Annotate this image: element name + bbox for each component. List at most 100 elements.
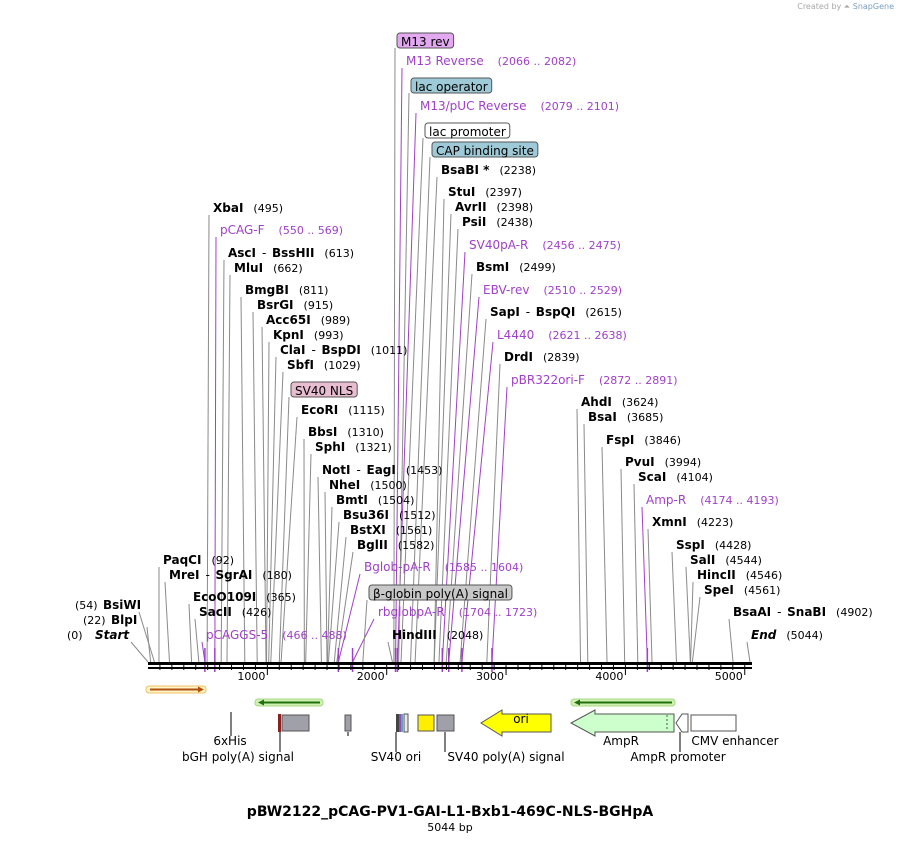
enzyme-site-hincii[interactable]: HincII (4546) [697, 568, 782, 582]
enzyme-position: (1561) [396, 524, 433, 537]
label-connector [138, 611, 155, 663]
enzyme-site-bsrgi[interactable]: BsrGI (915) [257, 298, 333, 312]
feature-tag-cap-binding-site[interactable]: CAP binding site [431, 141, 539, 158]
primer-m13-reverse[interactable]: M13 Reverse (2066 .. 2082) [406, 54, 576, 68]
enzyme-site-scai[interactable]: ScaI (4104) [638, 470, 713, 484]
enzyme-site-pvui[interactable]: PvuI (3994) [625, 455, 701, 469]
enzyme-site-bmgbi[interactable]: BmgBI (811) [245, 283, 328, 297]
enzyme-site-psii[interactable]: PsiI (2438) [462, 215, 533, 229]
enzyme-site-nhei[interactable]: NheI (1500) [329, 478, 407, 492]
label-connector [398, 92, 410, 663]
enzyme-site-end[interactable]: End (5044) [751, 628, 823, 642]
green-reverse-arrow-left[interactable] [254, 698, 324, 707]
primer-rbglobpa-r[interactable]: rbglobpA-R (1704 .. 1723) [378, 605, 537, 619]
ampr-promoter-feature[interactable] [675, 713, 689, 733]
lac-region-features[interactable] [396, 713, 409, 733]
enzyme-site-avrii[interactable]: AvrII (2398) [455, 200, 533, 214]
enzyme-site-paqci[interactable]: PaqCI (92) [163, 553, 234, 567]
enzyme-site-start[interactable]: (0) Start [67, 628, 130, 642]
primer-bglob-pa-r[interactable]: Bglob-pA-R (1585 .. 1604) [364, 560, 523, 574]
enzyme-site-bsmi[interactable]: BsmI (2499) [476, 260, 556, 274]
enzyme-name: XbaI [213, 201, 243, 215]
feature-tag-lac-promoter[interactable]: lac promoter [424, 122, 511, 139]
enzyme-site-mrei[interactable]: MreI - SgrAI (180) [169, 568, 292, 582]
green-reverse-arrow-right[interactable] [570, 698, 676, 707]
enzyme-site-drdi[interactable]: DrdI (2839) [504, 350, 580, 364]
primer-amp-r[interactable]: Amp-R (4174 .. 4193) [646, 493, 779, 507]
primer-name: rbglobpA-R [378, 605, 445, 619]
enzyme-site-bstxi[interactable]: BstXI (1561) [350, 523, 432, 537]
enzyme-site-hindiii[interactable]: HindIII (2048) [392, 628, 483, 642]
enzyme-position: (495) [253, 202, 283, 215]
label-connector [746, 641, 751, 663]
enzyme-site-bsai[interactable]: BsaI (3685) [588, 410, 663, 424]
primer-ebv-rev[interactable]: EBV-rev (2510 .. 2529) [483, 283, 622, 297]
primer-pbr322ori-f[interactable]: pBR322ori-F (2872 .. 2891) [511, 373, 678, 387]
label-connector [305, 453, 312, 663]
primer-pcag-f[interactable]: pCAG-F (550 .. 569) [220, 223, 343, 237]
enzyme-site-ahdi[interactable]: AhdI (3624) [581, 395, 658, 409]
enzyme-position: (180) [262, 569, 292, 582]
enzyme-site-bsiwi[interactable]: (54) BsiWI [75, 598, 141, 612]
enzyme-site-bbsi[interactable]: BbsI (1310) [308, 425, 384, 439]
enzyme-site-asci[interactable]: AscI - BssHII (613) [228, 246, 354, 260]
small-gray-feature[interactable] [344, 714, 352, 732]
enzyme-name: BsrGI [257, 298, 294, 312]
enzyme-position: (993) [314, 329, 344, 342]
enzyme-site-bsaai[interactable]: BsaAI - SnaBI (4902) [733, 605, 873, 619]
enzyme-site-fspi[interactable]: FspI (3846) [606, 433, 681, 447]
enzyme-site-bsu36i[interactable]: Bsu36I (1512) [343, 508, 436, 522]
enzyme-site-ecori[interactable]: EcoRI (1115) [301, 403, 385, 417]
enzyme-site-noti[interactable]: NotI - EagI (1453) [322, 463, 442, 477]
feature-tag-text: M13 rev [401, 35, 450, 49]
label-connector [226, 274, 231, 663]
enzyme-name: BstXI [350, 523, 386, 537]
orange-feature-arrow[interactable] [145, 685, 207, 694]
primer-m13-puc-reverse[interactable]: M13/pUC Reverse (2079 .. 2101) [420, 99, 619, 113]
enzyme-name: BglII [357, 538, 388, 552]
enzyme-site-sphi[interactable]: SphI (1321) [315, 440, 392, 454]
enzyme-site-sbfi[interactable]: SbfI (1029) [287, 358, 361, 372]
enzyme-site-bsabi[interactable]: BsaBI * (2238) [441, 163, 536, 177]
feature-tag-m13-rev[interactable]: M13 rev [396, 32, 455, 49]
enzyme-site-mlui[interactable]: MluI (662) [234, 261, 303, 275]
primer-position: (2079 .. 2101) [541, 100, 620, 113]
bgh-polya-marker[interactable] [278, 714, 281, 732]
enzyme-site-clai[interactable]: ClaI - BspDI (1011) [280, 343, 407, 357]
label-connector [448, 296, 480, 663]
enzyme-site-xmni[interactable]: XmnI (4223) [652, 515, 733, 529]
enzyme-site-sspi[interactable]: SspI (4428) [676, 538, 751, 552]
enzyme-site-xbai[interactable]: XbaI (495) [213, 201, 283, 215]
enzyme-site-acc65i[interactable]: Acc65I (989) [266, 313, 350, 327]
sv40-ori-feature[interactable] [417, 714, 435, 732]
primer-pcaggs-5[interactable]: pCAGGS-5 (466 .. 488) [206, 628, 347, 642]
enzyme-site-sapi[interactable]: SapI - BspQI (2615) [490, 305, 622, 319]
enzyme-site-spei[interactable]: SpeI (4561) [704, 583, 780, 597]
enzyme-position: (2238) [499, 164, 536, 177]
bgh-polya-feature[interactable] [281, 714, 310, 732]
label-connector [352, 618, 375, 663]
enzyme-isoschizomer: SnaBI [787, 605, 826, 619]
cmv-enhancer-feature[interactable] [690, 714, 737, 732]
enzyme-position: (1453) [406, 464, 443, 477]
sv40-polya-feature[interactable] [436, 714, 455, 732]
label-connector [486, 363, 501, 663]
enzyme-site-bglii[interactable]: BglII (1582) [357, 538, 434, 552]
feature-tag-sv40-nls[interactable]: SV40 NLS [290, 381, 358, 398]
enzyme-separator: - [311, 343, 315, 357]
enzyme-site-sacii[interactable]: SacII (426) [199, 605, 271, 619]
primer-l4440[interactable]: L4440 (2621 .. 2638) [497, 328, 627, 342]
primer-sv40pa-r[interactable]: SV40pA-R (2456 .. 2475) [469, 238, 621, 252]
ori-feature[interactable] [480, 709, 552, 737]
enzyme-position: (3994) [665, 456, 702, 469]
enzyme-site-blpi[interactable]: (22) BlpI [83, 613, 137, 627]
enzyme-site-kpni[interactable]: KpnI (993) [273, 328, 344, 342]
enzyme-position: (0) [67, 629, 83, 642]
enzyme-site-ecoo109i[interactable]: EcoO109I (365) [193, 590, 296, 604]
enzyme-site-sali[interactable]: SalI (4544) [690, 553, 762, 567]
ampr-feature[interactable] [569, 709, 675, 737]
feature-tag-lac-operator[interactable]: lac operator [410, 77, 493, 94]
enzyme-site-bmti[interactable]: BmtI (1504) [336, 493, 414, 507]
feature-tag-globin-poly-a-signal[interactable]: β-globin poly(A) signal [368, 584, 513, 601]
enzyme-site-stui[interactable]: StuI (2397) [448, 185, 522, 199]
